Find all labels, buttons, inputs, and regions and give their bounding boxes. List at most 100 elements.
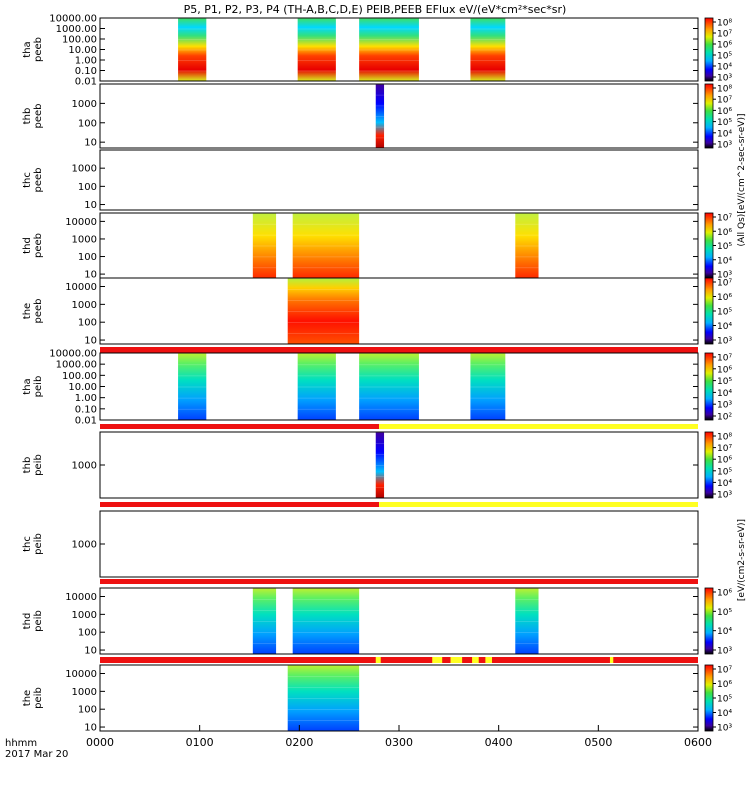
energy-band-line: [359, 386, 419, 388]
data-block: [178, 18, 207, 81]
y-tick-label: 10: [84, 336, 97, 347]
y-tick-label: 10: [84, 138, 97, 149]
time-tick-label: 0400: [485, 736, 513, 749]
energy-band-line: [470, 60, 506, 61]
energy-band-line: [359, 70, 419, 72]
y-axis-label: peib: [33, 376, 44, 398]
energy-band-line: [375, 94, 385, 96]
y-tick-label: 100: [78, 182, 97, 193]
status-strip-segment: [609, 657, 614, 663]
energy-band-line: [375, 476, 385, 477]
colorbar-tick-label: 10⁴: [717, 627, 732, 637]
y-tick-label: 1000: [72, 99, 97, 110]
colorbar: [704, 277, 714, 345]
energy-band-line: [359, 39, 419, 40]
energy-band-line: [470, 364, 506, 366]
y-tick-label: 100: [78, 705, 97, 716]
energy-band-line: [292, 643, 360, 644]
y-axis-label: peib: [33, 454, 44, 476]
panel-frame: [99, 83, 699, 149]
colorbar-tick-label: 10⁸: [717, 85, 732, 95]
data-block: [515, 588, 539, 654]
y-tick-label: 1000: [72, 687, 97, 698]
energy-band-line: [252, 621, 277, 622]
data-block: [252, 588, 277, 654]
y-tick-label: 100.00: [62, 371, 97, 382]
y-axis-label: tha: [22, 41, 33, 57]
y-tick-label: 1000: [72, 164, 97, 175]
colorbar-tick-label: 10⁶: [717, 365, 732, 375]
data-block: [375, 432, 385, 498]
energy-band-line: [515, 223, 539, 225]
energy-band-line: [178, 60, 207, 61]
status-strip-segment: [100, 424, 380, 429]
y-tick-label: 1.00: [75, 393, 97, 404]
time-tick-label: 0600: [684, 736, 712, 749]
colorbar-tick-label: 10⁴: [717, 389, 732, 399]
y-axis-label: peib: [33, 610, 44, 632]
colorbar-tick-label: 10⁷: [717, 279, 732, 289]
y-tick-label: 100: [78, 252, 97, 263]
colorbar-tick-label: 10⁵: [717, 377, 732, 387]
energy-band-line: [375, 465, 385, 466]
energy-band-line: [292, 234, 360, 236]
energy-band-line: [287, 687, 360, 688]
spectrogram-panel-thc-peeb: 1000 100 10 thc peeb: [22, 149, 699, 211]
energy-band-line: [292, 256, 360, 258]
colorbar-title-peeb: (All Qs)[eV/(cm^2-sec-sr-eV)]: [737, 114, 747, 247]
y-axis-label: peeb: [33, 168, 44, 193]
energy-band-line: [287, 676, 360, 677]
status-strip-segment: [472, 657, 479, 663]
y-tick-label: 100: [78, 118, 97, 129]
energy-band-line: [375, 116, 385, 117]
spectrogram-panel-the-peeb: 10000 1000 100 10 the peeb 10⁷ 10⁶ 10⁵ 10⁴ 10³: [22, 277, 732, 347]
spectrogram-panel-thd-peeb: 10000 1000 100 10 thd peeb 10⁷ 10⁶ 10⁵ 10⁴ 10³: [22, 212, 732, 281]
time-tick-label: 0100: [186, 736, 214, 749]
status-strip-segment: [379, 502, 698, 507]
y-axis-label: peeb: [33, 233, 44, 258]
energy-band-line: [375, 487, 385, 488]
energy-band-line: [297, 49, 336, 51]
energy-band-line: [178, 408, 207, 410]
colorbar-tick-label: 10⁴: [717, 709, 732, 719]
colorbar-tick-label: 10⁵: [717, 467, 732, 477]
energy-band-line: [178, 28, 207, 30]
y-tick-label: 0.10: [75, 404, 97, 415]
energy-band-line: [292, 632, 360, 633]
colorbar-tick-label: 10⁵: [717, 118, 732, 128]
y-tick-label: 1000: [72, 610, 97, 621]
y-tick-label: 0.01: [75, 416, 97, 427]
colorbar-tick-label: 10⁴: [717, 63, 732, 73]
energy-band-line: [359, 60, 419, 61]
y-tick-label: 0.10: [75, 66, 97, 77]
colorbar-tick-label: 10⁷: [717, 214, 732, 224]
energy-band-line: [297, 28, 336, 30]
energy-band-line: [178, 364, 207, 366]
data-block: [287, 665, 360, 731]
colorbar-tick-label: 10⁴: [717, 479, 732, 489]
y-axis-label: thc: [22, 536, 33, 552]
y-tick-label: 10.00: [68, 382, 97, 393]
y-tick-label: 10000: [65, 217, 97, 228]
energy-band-line: [287, 300, 360, 301]
colorbar-tick-label: 10⁷: [717, 666, 732, 676]
energy-band-line: [252, 610, 277, 611]
energy-band-line: [252, 599, 277, 600]
energy-band-line: [515, 610, 539, 611]
colorbar-tick-label: 10⁶: [717, 293, 732, 303]
y-axis-label: thd: [22, 613, 33, 630]
y-tick-label: 1000: [72, 540, 97, 551]
energy-band-line: [470, 70, 506, 72]
y-tick-label: 10: [84, 200, 97, 211]
y-tick-label: 1000: [72, 300, 97, 311]
y-axis-label: peeb: [33, 37, 44, 62]
energy-band-line: [252, 245, 277, 247]
energy-band-line: [515, 643, 539, 644]
colorbar-tick-label: 10³: [717, 74, 732, 84]
energy-band-line: [292, 599, 360, 600]
colorbar-tick-label: 10⁷: [717, 444, 732, 454]
colorbar-tick-label: 10³: [717, 337, 732, 347]
